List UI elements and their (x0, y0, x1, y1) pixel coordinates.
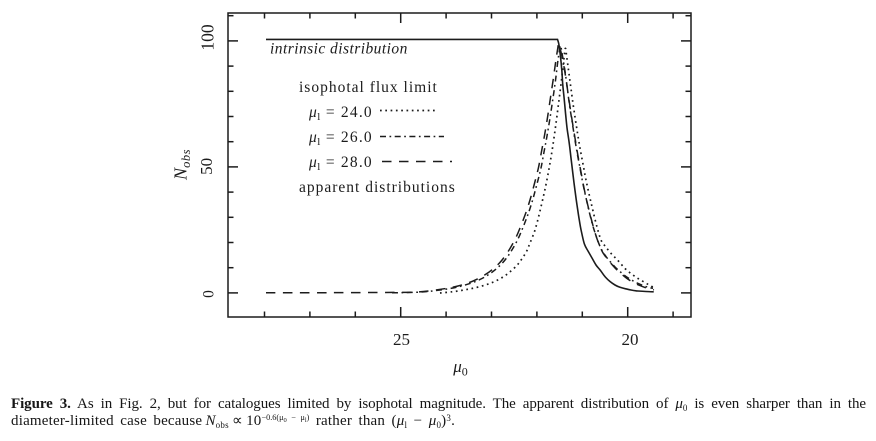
svg-text:0: 0 (201, 290, 218, 298)
svg-text:μ0: μ0 (452, 357, 468, 379)
svg-text:100: 100 (198, 24, 218, 51)
svg-text:apparent distributions: apparent distributions (299, 179, 456, 196)
svg-text:μl = 28.0: μl = 28.0 (308, 154, 373, 173)
svg-text:50: 50 (197, 158, 216, 175)
svg-text:isophotal flux limit: isophotal flux limit (299, 79, 438, 96)
svg-text:μl = 24.0: μl = 24.0 (308, 104, 373, 123)
svg-text:25: 25 (393, 330, 410, 349)
svg-text:Nobs: Nobs (171, 149, 194, 181)
svg-text:μl = 26.0: μl = 26.0 (308, 129, 373, 148)
svg-text:intrinsic distribution: intrinsic distribution (270, 41, 408, 58)
svg-text:20: 20 (622, 330, 639, 349)
